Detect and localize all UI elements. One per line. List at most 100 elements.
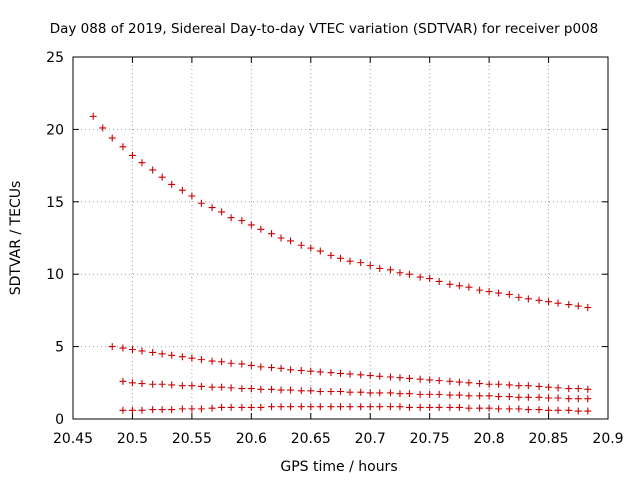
data-point-satellite-4 (307, 403, 315, 411)
data-point-satellite-1 (565, 301, 573, 309)
x-tick-label: 20.55 (172, 431, 212, 447)
data-point-satellite-3 (455, 391, 463, 399)
data-point-satellite-4 (386, 403, 394, 411)
data-point-satellite-4 (476, 404, 484, 412)
y-axis-label: SDTVAR / TECUs (8, 181, 24, 296)
x-tick-label: 20.5 (117, 431, 148, 447)
data-point-satellite-1 (247, 221, 255, 229)
data-point-satellite-2 (208, 357, 216, 365)
data-point-satellite-2 (495, 380, 503, 388)
data-point-satellite-3 (565, 395, 573, 403)
data-point-satellite-1 (108, 134, 116, 142)
data-point-satellite-3 (337, 387, 344, 395)
y-tick-label: 0 (55, 412, 64, 428)
data-point-satellite-3 (158, 380, 166, 388)
data-point-satellite-4 (346, 403, 354, 411)
data-point-satellite-4 (128, 406, 136, 414)
data-point-satellite-2 (128, 345, 136, 353)
data-point-satellite-2 (446, 377, 454, 385)
data-point-satellite-4 (277, 403, 285, 411)
data-point-satellite-3 (316, 387, 324, 395)
data-point-satellite-1 (455, 282, 463, 290)
data-point-satellite-2 (554, 384, 562, 392)
data-point-satellite-2 (376, 372, 384, 380)
data-point-satellite-2 (227, 359, 235, 367)
data-point-satellite-3 (178, 382, 186, 390)
axis-ticks: 20.45 20.5 20.55 20.6 20.65 20.7 20.75 20.8 20.8… (46, 50, 623, 447)
data-point-satellite-2 (476, 380, 484, 388)
data-point-satellite-2 (188, 354, 196, 362)
data-point-satellite-4 (287, 403, 295, 411)
data-point-satellite-1 (168, 180, 176, 188)
data-point-satellite-4 (495, 405, 503, 413)
data-point-satellite-2 (405, 374, 413, 382)
data-point-satellite-2 (287, 366, 295, 374)
data-point-satellite-3 (435, 390, 443, 398)
data-point-satellite-1 (128, 151, 136, 159)
data-point-satellite-2 (574, 385, 582, 393)
data-point-satellite-3 (446, 391, 454, 399)
data-point-satellite-4 (238, 403, 246, 411)
data-point-satellite-1 (505, 290, 513, 298)
data-point-satellite-2 (297, 366, 305, 374)
plot-frame (72, 56, 609, 420)
data-point-satellite-2 (218, 358, 226, 366)
data-point-satellite-4 (515, 405, 523, 413)
data-point-satellite-2 (396, 374, 404, 382)
data-point-satellite-3 (128, 379, 136, 387)
data-point-satellite-2 (168, 351, 176, 359)
data-point-satellite-4 (357, 403, 365, 411)
data-point-satellite-3 (416, 390, 424, 398)
data-point-satellite-1 (376, 264, 384, 272)
data-point-satellite-3 (376, 389, 384, 397)
data-point-satellite-1 (515, 293, 523, 301)
data-point-satellite-2 (416, 375, 424, 383)
data-point-satellite-4 (208, 404, 216, 412)
data-point-satellite-1 (366, 262, 374, 270)
data-point-satellite-4 (119, 406, 127, 414)
data-point-satellite-3 (238, 385, 246, 393)
data-point-satellite-1 (476, 286, 484, 294)
data-point-satellite-2 (505, 381, 513, 389)
x-axis-label: GPS time / hours (280, 459, 397, 475)
data-point-satellite-4 (218, 403, 226, 411)
data-point-satellite-2 (366, 372, 374, 380)
data-point-satellite-4 (138, 406, 146, 414)
data-point-satellite-3 (277, 386, 285, 394)
data-point-satellite-3 (495, 393, 503, 401)
data-point-satellite-3 (218, 383, 226, 391)
data-point-satellite-2 (565, 385, 573, 393)
data-point-satellite-3 (584, 395, 592, 403)
data-point-satellite-3 (327, 387, 335, 395)
data-point-satellite-3 (149, 380, 157, 388)
data-point-satellite-2 (108, 343, 116, 351)
data-point-satellite-1 (416, 273, 424, 281)
data-point-satellite-4 (535, 406, 543, 414)
data-point-satellite-3 (386, 389, 394, 397)
data-point-satellite-2 (327, 369, 335, 377)
data-point-satellite-1 (208, 204, 216, 212)
y-tick-label: 20 (46, 122, 64, 138)
data-point-satellite-2 (178, 353, 186, 361)
data-point-satellite-1 (188, 192, 196, 200)
data-point-satellite-4 (257, 403, 265, 411)
data-point-satellite-2 (257, 363, 265, 371)
data-point-satellite-2 (238, 360, 246, 368)
data-point-satellite-4 (316, 403, 324, 411)
data-point-satellite-1 (287, 237, 295, 245)
data-point-satellite-4 (158, 406, 166, 414)
data-point-satellite-4 (465, 404, 473, 412)
data-point-satellite-4 (327, 403, 335, 411)
data-point-satellite-2 (158, 350, 166, 358)
data-point-satellite-4 (485, 404, 493, 412)
data-point-satellite-1 (119, 143, 127, 151)
data-point-satellite-2 (307, 367, 315, 375)
x-tick-label: 20.45 (53, 431, 93, 447)
data-point-satellite-2 (138, 347, 146, 355)
data-point-satellite-4 (446, 403, 454, 411)
data-point-satellite-1 (316, 247, 324, 255)
data-point-satellite-1 (227, 214, 235, 222)
data-point-satellite-3 (268, 385, 276, 393)
data-point-satellite-2 (584, 385, 592, 393)
